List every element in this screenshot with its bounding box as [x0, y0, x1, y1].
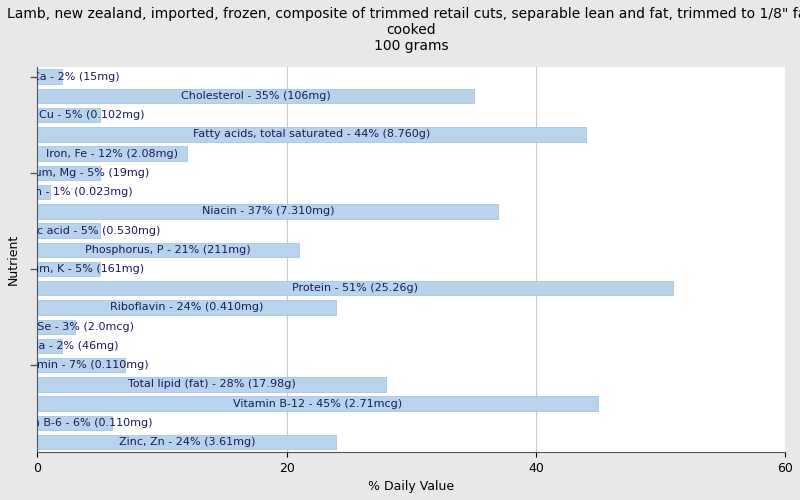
Text: Vitamin B-6 - 6% (0.110mg): Vitamin B-6 - 6% (0.110mg): [0, 418, 153, 428]
Text: Selenium, Se - 3% (2.0mcg): Selenium, Se - 3% (2.0mcg): [0, 322, 134, 332]
Bar: [38, 396, 598, 411]
Bar: [38, 166, 100, 180]
Text: Manganese, Mn - 1% (0.023mg): Manganese, Mn - 1% (0.023mg): [0, 187, 133, 197]
Bar: [38, 300, 337, 314]
Text: Calcium, Ca - 2% (15mg): Calcium, Ca - 2% (15mg): [0, 72, 119, 82]
Text: Magnesium, Mg - 5% (19mg): Magnesium, Mg - 5% (19mg): [0, 168, 149, 178]
Bar: [38, 320, 74, 334]
Text: Niacin - 37% (7.310mg): Niacin - 37% (7.310mg): [202, 206, 334, 216]
X-axis label: % Daily Value: % Daily Value: [368, 480, 454, 493]
Bar: [38, 358, 125, 372]
Text: Thiamin - 7% (0.110mg): Thiamin - 7% (0.110mg): [13, 360, 149, 370]
Bar: [38, 127, 586, 142]
Bar: [38, 377, 386, 392]
Bar: [38, 242, 299, 257]
Bar: [38, 185, 50, 200]
Text: Pantothenic acid - 5% (0.530mg): Pantothenic acid - 5% (0.530mg): [0, 226, 160, 235]
Bar: [38, 281, 673, 295]
Bar: [38, 146, 187, 161]
Text: Riboflavin - 24% (0.410mg): Riboflavin - 24% (0.410mg): [110, 302, 263, 312]
Text: Cholesterol - 35% (106mg): Cholesterol - 35% (106mg): [181, 91, 330, 101]
Bar: [38, 70, 62, 84]
Bar: [38, 262, 100, 276]
Text: Copper, Cu - 5% (0.102mg): Copper, Cu - 5% (0.102mg): [0, 110, 145, 120]
Bar: [38, 108, 100, 122]
Bar: [38, 416, 112, 430]
Y-axis label: Nutrient: Nutrient: [7, 234, 20, 285]
Text: Protein - 51% (25.26g): Protein - 51% (25.26g): [292, 284, 418, 294]
Text: Potassium, K - 5% (161mg): Potassium, K - 5% (161mg): [0, 264, 144, 274]
Text: Fatty acids, total saturated - 44% (8.760g): Fatty acids, total saturated - 44% (8.76…: [193, 130, 430, 140]
Text: Phosphorus, P - 21% (211mg): Phosphorus, P - 21% (211mg): [86, 245, 251, 255]
Title: Lamb, new zealand, imported, frozen, composite of trimmed retail cuts, separable: Lamb, new zealand, imported, frozen, com…: [6, 7, 800, 54]
Text: Zinc, Zn - 24% (3.61mg): Zinc, Zn - 24% (3.61mg): [118, 437, 255, 447]
Text: Vitamin B-12 - 45% (2.71mcg): Vitamin B-12 - 45% (2.71mcg): [233, 398, 402, 408]
Text: Sodium, Na - 2% (46mg): Sodium, Na - 2% (46mg): [0, 341, 118, 351]
Bar: [38, 88, 474, 103]
Text: Iron, Fe - 12% (2.08mg): Iron, Fe - 12% (2.08mg): [46, 148, 178, 158]
Bar: [38, 224, 100, 238]
Bar: [38, 435, 337, 450]
Bar: [38, 339, 62, 353]
Bar: [38, 204, 498, 218]
Text: Total lipid (fat) - 28% (17.98g): Total lipid (fat) - 28% (17.98g): [128, 380, 296, 390]
